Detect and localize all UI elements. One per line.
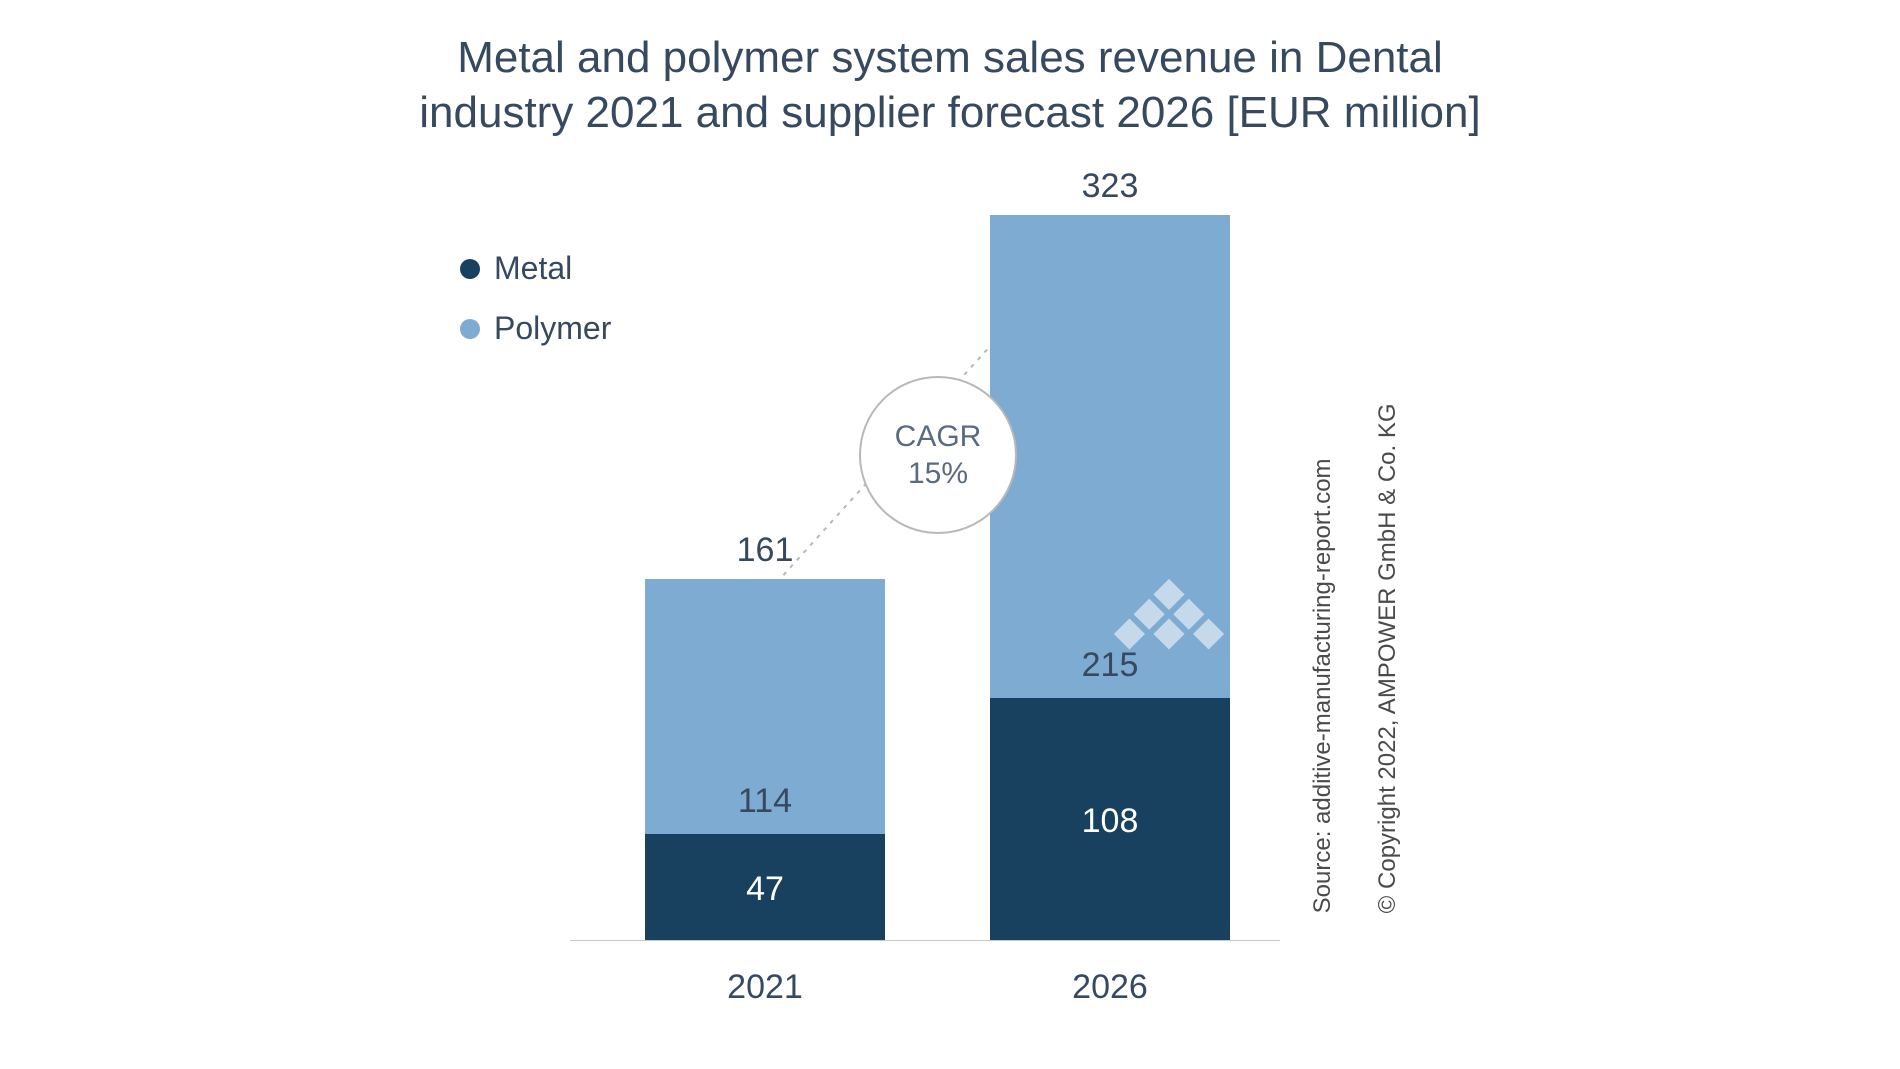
cagr-arrow — [0, 0, 1900, 1069]
bar-value-polymer: 114 — [645, 782, 885, 821]
chart-title-line1: Metal and polymer system sales revenue i… — [457, 33, 1443, 82]
legend-label-metal: Metal — [494, 250, 572, 287]
cagr-value: 15% — [908, 455, 968, 493]
x-axis-label: 2021 — [645, 968, 885, 1007]
bar-total-label: 323 — [990, 167, 1230, 206]
legend-item-polymer: Polymer — [460, 310, 611, 347]
cagr-badge: CAGR 15% — [859, 376, 1017, 534]
legend-label-polymer: Polymer — [494, 310, 611, 347]
bar-value-metal: 108 — [990, 802, 1230, 841]
source-line2: © Copyright 2022, AMPOWER GmbH & Co. KG — [1374, 403, 1401, 913]
bar-total-label: 161 — [645, 531, 885, 570]
bar-value-metal: 47 — [645, 870, 885, 909]
chart-title-line2: industry 2021 and supplier forecast 2026… — [419, 88, 1480, 137]
bar-segment-metal: 108 — [990, 698, 1230, 940]
legend-item-metal: Metal — [460, 250, 572, 287]
bar-segment-polymer: 114 — [645, 579, 885, 835]
bar-segment-metal: 47 — [645, 834, 885, 940]
x-axis-baseline — [570, 940, 1280, 941]
chart-title: Metal and polymer system sales revenue i… — [0, 30, 1900, 140]
source-line1: Source: additive-manufacturing-report.co… — [1309, 458, 1336, 913]
x-axis-label: 2026 — [990, 968, 1230, 1007]
source-attribution: Source: additive-manufacturing-report.co… — [1275, 403, 1437, 940]
chart-stage: { "chart": { "type": "stacked-bar", "tit… — [0, 0, 1900, 1069]
legend-dot-metal — [460, 259, 480, 279]
cagr-label: CAGR — [895, 418, 982, 456]
legend-dot-polymer — [460, 319, 480, 339]
